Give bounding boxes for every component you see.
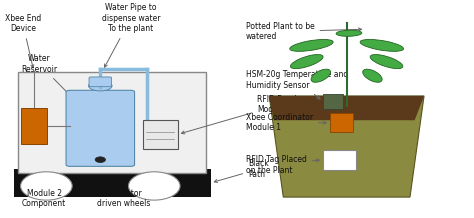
Bar (330, 113, 353, 132)
Text: RFID Reader
Module: RFID Reader Module (182, 95, 305, 134)
Ellipse shape (370, 54, 403, 69)
Bar (323, 150, 356, 170)
Text: Water Pipe to
dispense water
To the plant: Water Pipe to dispense water To the plan… (101, 3, 160, 67)
Text: Xbee End
Device: Xbee End Device (5, 14, 41, 68)
Bar (143, 120, 178, 148)
FancyBboxPatch shape (89, 77, 111, 87)
Ellipse shape (95, 157, 106, 162)
Text: Black
Path: Black Path (214, 159, 269, 182)
Polygon shape (269, 96, 424, 197)
Ellipse shape (363, 69, 382, 82)
Bar (14, 169, 210, 197)
Ellipse shape (360, 39, 403, 51)
Text: Xbee Coordinator
Module 1: Xbee Coordinator Module 1 (246, 113, 326, 132)
Ellipse shape (20, 172, 72, 200)
Text: DC Motor
driven wheels: DC Motor driven wheels (97, 189, 150, 208)
Text: HSM-20g Temperature and
Humidity Sensor: HSM-20g Temperature and Humidity Sensor (246, 70, 348, 99)
Ellipse shape (128, 172, 180, 200)
FancyBboxPatch shape (66, 90, 135, 166)
Bar (323, 94, 343, 109)
Polygon shape (269, 96, 424, 120)
Ellipse shape (311, 69, 330, 82)
Ellipse shape (89, 81, 112, 91)
Text: Module 2
Component: Module 2 Component (22, 189, 66, 208)
Text: Water
Reservoir: Water Reservoir (21, 54, 85, 111)
Ellipse shape (290, 39, 333, 51)
Text: RFID Tag Placed
on the Plant: RFID Tag Placed on the Plant (246, 155, 319, 175)
Text: Potted Plant to be
watered: Potted Plant to be watered (246, 22, 362, 41)
Bar (21, 108, 47, 145)
Bar (18, 72, 206, 173)
Ellipse shape (291, 54, 323, 69)
Ellipse shape (336, 30, 362, 36)
